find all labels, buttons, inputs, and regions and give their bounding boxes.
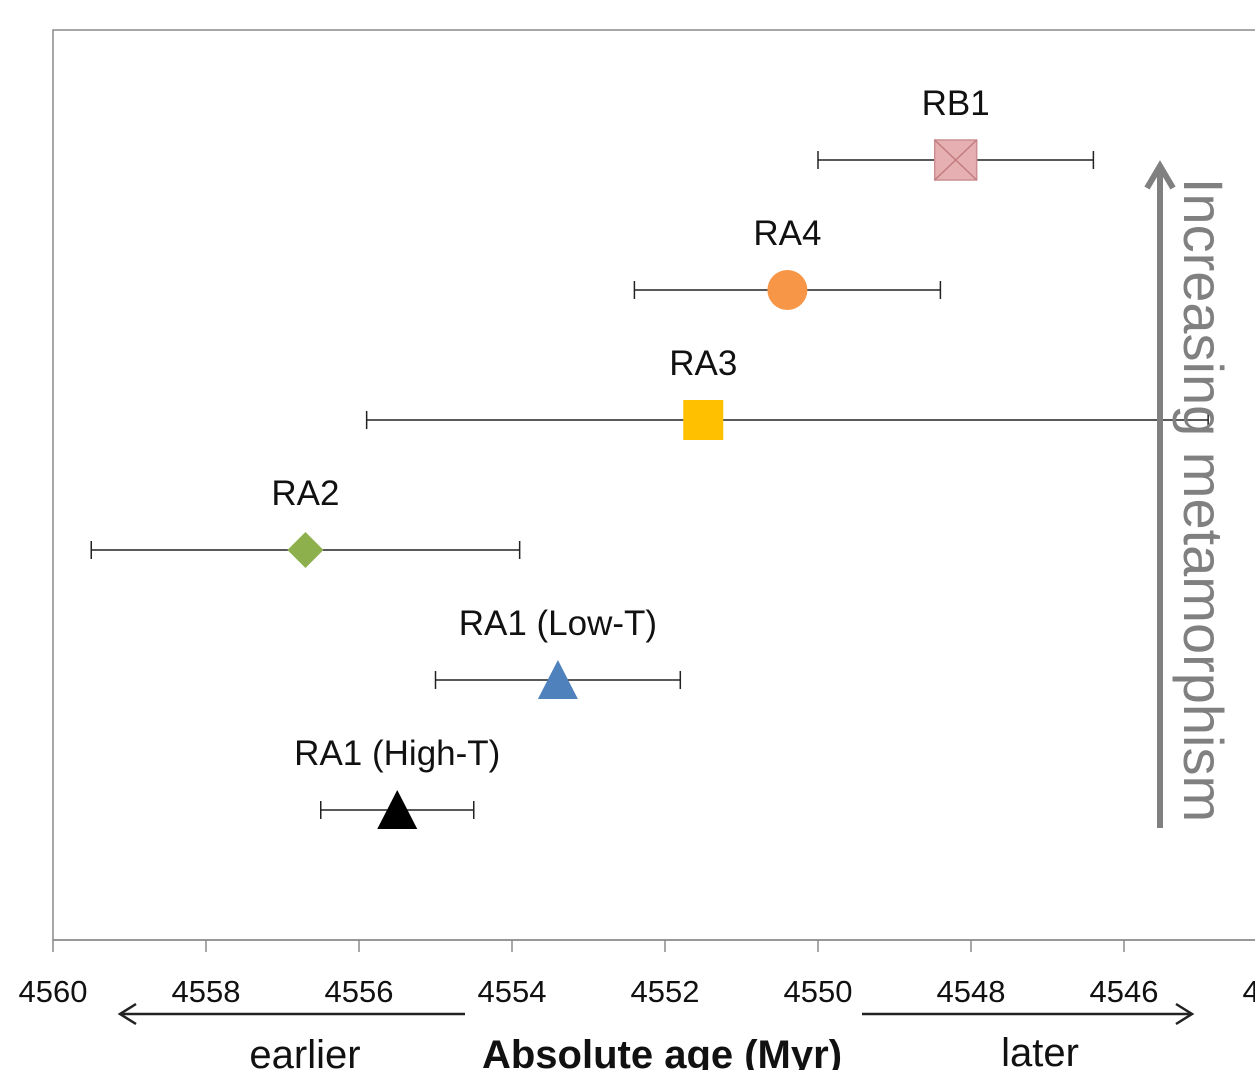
data-point-group: RA1 (High-T): [294, 734, 500, 829]
data-point-group: RA1 (Low-T): [434, 604, 682, 699]
data-point-label: RA1 (High-T): [294, 734, 500, 773]
later-arrow: [862, 1002, 1195, 1026]
metamorphism-label: Increasing metamorphism: [1172, 178, 1235, 822]
data-marker: [767, 270, 808, 310]
x-tick-label: 4552: [631, 974, 700, 1009]
marker-cross: [934, 139, 978, 181]
data-marker: [287, 532, 324, 568]
x-tick-label: 4556: [325, 974, 394, 1009]
x-tick-label: 4558: [172, 974, 241, 1009]
data-marker: [537, 660, 578, 699]
x-tick-label: 4546: [1090, 974, 1159, 1009]
x-tick-label: 4550: [784, 974, 853, 1009]
x-tick-label: 4560: [19, 974, 88, 1009]
data-point-label: RA4: [753, 214, 821, 253]
data-point-group: RA3: [365, 344, 1209, 440]
earlier-arrow: [117, 1002, 465, 1026]
data-point-label: RA3: [669, 344, 737, 383]
x-axis-tick-labels: 4560 4558 4556 4554 4552 4550 4548 4546 4544: [19, 974, 1255, 1009]
data-point-group: RA4: [633, 214, 942, 310]
x-tick-label: 4544: [1243, 974, 1255, 1009]
data-point-group: RB1: [817, 84, 1095, 181]
data-marker: [683, 400, 724, 440]
data-point-label: RA2: [271, 474, 339, 513]
x-axis-title: Absolute age (Myr): [482, 1033, 842, 1070]
data-point-group: RA2: [90, 474, 521, 568]
x-tick-label: 4548: [937, 974, 1006, 1009]
x-axis-ticks: [52, 940, 1125, 952]
later-label: later: [1001, 1031, 1079, 1070]
metamorphism-arrow: [1144, 160, 1176, 828]
data-point-label: RB1: [922, 84, 990, 123]
earlier-label: earlier: [249, 1033, 360, 1070]
x-tick-label: 4554: [478, 974, 547, 1009]
plot-area: [52, 29, 1255, 941]
data-point-label: RA1 (Low-T): [459, 604, 657, 643]
data-marker: [377, 790, 418, 829]
data-points: RA1 (High-T) RA1 (Low-T) RA2 RA3 RA4 RB1: [90, 84, 1209, 829]
